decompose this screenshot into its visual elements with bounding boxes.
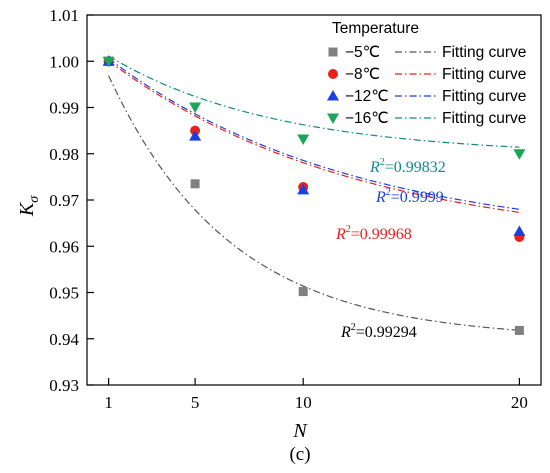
- legend-series-label: −5℃: [345, 44, 380, 61]
- legend-series-label: −16℃: [345, 110, 389, 127]
- y-tick-label: 0.93: [49, 376, 79, 395]
- r2-label-minus8: R2=0.99968: [335, 224, 412, 243]
- axes: 1 5 10 20 0.93 0.94 0.95 0.96 0.97 0.98 0.99 1.00 1.…: [49, 6, 528, 412]
- x-tick-label: 1: [104, 393, 113, 412]
- legend-fit-label: Fitting curve: [442, 110, 526, 127]
- data-point-minus5: [190, 179, 200, 189]
- fit-curves: [108, 55, 520, 331]
- legend-fit-label: Fitting curve: [442, 88, 526, 105]
- y-axis-title: Kσ: [16, 195, 42, 217]
- y-tick-label: 1.01: [49, 6, 79, 25]
- legend-marker-minus8: [328, 69, 338, 79]
- y-tick-label: 0.97: [49, 191, 79, 210]
- y-tick-label: 0.94: [49, 330, 79, 349]
- fit-curve-minus16: [108, 55, 520, 148]
- legend-title: Temperature: [332, 20, 419, 37]
- legend: Temperature −5℃ Fitting curve −8℃ Fitting c…: [327, 20, 526, 127]
- y-tick-label: 0.99: [49, 99, 79, 118]
- fit-curve-minus12: [108, 58, 520, 210]
- r2-annotations: R2=0.99294 R2=0.99968 R2=0.9999 R2=0.99832: [335, 157, 446, 341]
- y-tick-label: 1.00: [49, 52, 79, 71]
- legend-marker-minus16: [327, 113, 339, 124]
- x-tick-label: 10: [295, 393, 312, 412]
- r2-label-minus5: R2=0.99294: [340, 322, 417, 341]
- data-point-minus12: [513, 225, 526, 236]
- data-point-minus5: [514, 325, 524, 335]
- data-point-minus5: [298, 287, 308, 297]
- legend-marker-minus12: [327, 90, 339, 101]
- data-point-minus12: [297, 183, 310, 195]
- data-point-minus16: [189, 102, 202, 114]
- legend-series-label: −12℃: [345, 88, 389, 105]
- y-tick-label: 0.96: [49, 237, 79, 256]
- r2-label-minus16: R2=0.99832: [369, 157, 446, 176]
- y-tick-label: 0.95: [49, 284, 79, 303]
- x-axis-label: N: [292, 420, 308, 442]
- fit-curve-minus5: [108, 75, 520, 331]
- panel-label: (c): [289, 444, 310, 465]
- data-point-minus12: [189, 130, 202, 141]
- x-tick-label: 5: [191, 393, 200, 412]
- fit-curve-minus8: [108, 60, 520, 214]
- legend-fit-label: Fitting curve: [442, 66, 526, 83]
- y-tick-label: 0.98: [49, 145, 79, 164]
- legend-series-label: −8℃: [345, 66, 380, 83]
- x-tick-label: 20: [511, 393, 528, 412]
- legend-marker-minus5: [328, 47, 338, 57]
- y-axis-label: Kσ: [16, 195, 42, 217]
- r2-label-minus12: R2=0.9999: [375, 187, 444, 206]
- data-point-minus16: [297, 134, 310, 145]
- data-point-minus16: [513, 149, 526, 160]
- data-point-minus16: [102, 56, 115, 68]
- data-markers: [102, 55, 526, 335]
- legend-fit-label: Fitting curve: [442, 44, 526, 61]
